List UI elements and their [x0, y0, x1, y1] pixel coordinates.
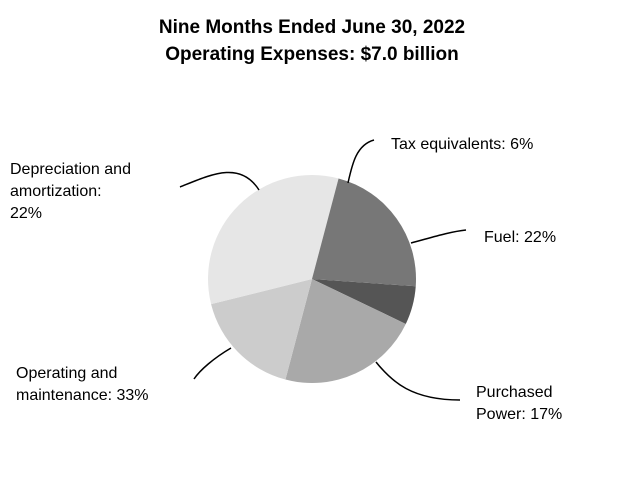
label-fuel-line-1: Fuel: 22%	[484, 229, 556, 246]
pie-slice-om	[208, 174, 339, 305]
label-purchased-line-1: Purchased	[476, 384, 553, 401]
label-tax: Tax equivalents: 6%	[391, 136, 533, 153]
label-om: Operating and maintenance: 33%	[16, 365, 149, 404]
pie-slice-purchased	[211, 279, 312, 380]
pie-slice-da	[312, 178, 417, 287]
chart-title-line-2: Operating Expenses: $7.0 billion	[165, 44, 459, 65]
label-da-line-2: amortization:	[10, 183, 102, 200]
label-da-line-3: 22%	[10, 205, 42, 222]
label-om-line-2: maintenance: 33%	[16, 387, 149, 404]
pie-slice-tax	[312, 279, 416, 324]
pie-slice-fuel	[285, 279, 406, 384]
leader-line-purchased	[375, 361, 461, 401]
label-purchased-line-2: Power: 17%	[476, 406, 562, 423]
label-om-line-1: Operating and	[16, 365, 117, 382]
leader-line-fuel	[410, 229, 467, 244]
label-purchased: Purchased Power: 17%	[476, 384, 562, 423]
pie-slices	[208, 174, 417, 384]
label-fuel: Fuel: 22%	[484, 229, 556, 246]
leader-line-da	[179, 171, 260, 191]
label-da: Depreciation and amortization: 22%	[10, 161, 131, 222]
label-da-line-1: Depreciation and	[10, 161, 131, 178]
leader-line-om	[193, 347, 232, 380]
leader-line-tax	[347, 139, 375, 184]
chart-title-line-1: Nine Months Ended June 30, 2022	[159, 17, 465, 38]
label-tax-line-1: Tax equivalents: 6%	[391, 136, 533, 153]
